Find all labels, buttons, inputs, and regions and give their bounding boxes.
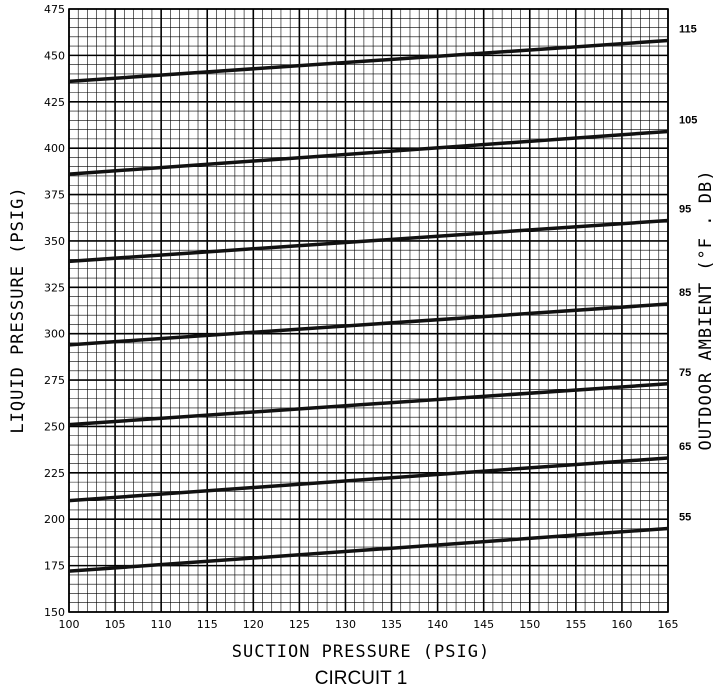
y-tick-label: 400	[44, 142, 65, 155]
x-tick-label: 165	[658, 618, 679, 631]
x-axis-title: SUCTION PRESSURE (PSIG)	[232, 642, 490, 662]
y-tick-label: 250	[44, 420, 65, 433]
series-line-55	[68, 526, 669, 573]
series-label-55: 55	[679, 512, 691, 524]
plot-frame	[68, 8, 669, 613]
y-tick-label: 350	[44, 235, 65, 248]
x-tick-label: 130	[335, 618, 356, 631]
chart-caption: CIRCUIT 1	[315, 668, 408, 689]
y-axis-title: LIQUID PRESSURE (PSIG)	[8, 186, 28, 433]
series-line-75	[68, 382, 669, 427]
series-label-85: 85	[679, 287, 691, 299]
x-tick-label: 115	[197, 618, 218, 631]
series-labels: 55 65 75 85 95 105 115	[679, 24, 697, 524]
series-label-65: 65	[679, 441, 691, 453]
y-tick-label: 375	[44, 189, 65, 202]
y-tick-label: 300	[44, 328, 65, 341]
y-tick-label: 225	[44, 467, 65, 480]
series-line-115	[68, 38, 669, 84]
chart-grid	[68, 8, 669, 613]
y-tick-labels: 150 175 200 225 250 275 300 325 350 375 400 425 450 4…	[44, 3, 65, 619]
x-tick-label: 150	[519, 618, 540, 631]
series-label-95: 95	[679, 204, 691, 216]
x-tick-label: 100	[59, 618, 80, 631]
x-tick-label: 145	[473, 618, 494, 631]
series-line-65	[68, 456, 669, 503]
x-tick-label: 155	[565, 618, 586, 631]
series-label-105: 105	[679, 114, 697, 126]
y-tick-label: 175	[44, 560, 65, 573]
x-tick-label: 135	[381, 618, 402, 631]
x-tick-label: 160	[611, 618, 632, 631]
y-tick-label: 475	[44, 3, 65, 16]
y-tick-label: 150	[44, 606, 65, 619]
series-line-105	[68, 129, 669, 176]
x-tick-label: 120	[243, 618, 264, 631]
y-tick-label: 200	[44, 513, 65, 526]
series-line-95	[68, 218, 669, 264]
series-line-85	[68, 302, 669, 347]
x-tick-label: 110	[151, 618, 172, 631]
x-tick-label: 140	[427, 618, 448, 631]
series-label-75: 75	[679, 367, 691, 379]
y-tick-label: 275	[44, 374, 65, 387]
series-label-115: 115	[679, 24, 697, 36]
x-tick-label: 125	[289, 618, 310, 631]
x-tick-label: 105	[105, 618, 126, 631]
y2-axis-title: OUTDOOR AMBIENT (°F . DB)	[696, 170, 716, 451]
series-group	[68, 38, 669, 573]
y-tick-label: 325	[44, 281, 65, 294]
y-tick-label: 425	[44, 96, 65, 109]
x-tick-labels: 100 105 110 115 120 125 130 135 140 145 150 155 160 1…	[59, 618, 679, 631]
y-tick-label: 450	[44, 49, 65, 62]
